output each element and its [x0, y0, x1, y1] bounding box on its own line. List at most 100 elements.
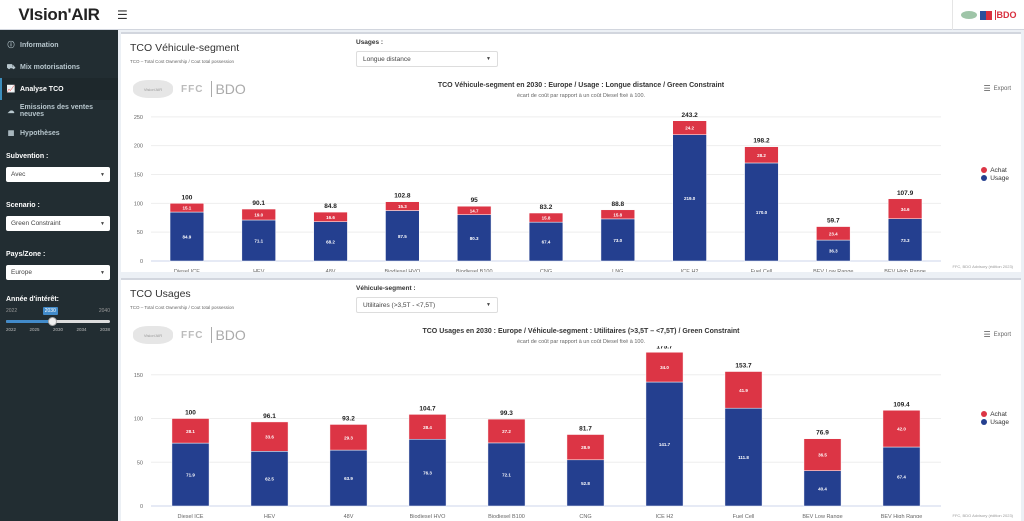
legend-item-usage[interactable]: Usage: [981, 174, 1009, 182]
bar-usage: [528, 221, 564, 262]
legend-item-usage[interactable]: Usage: [981, 418, 1009, 426]
data-label-total: 95: [471, 197, 479, 204]
sidebar-item-hypotheses[interactable]: ▦ Hypothèses: [0, 122, 118, 144]
data-label-achat: 34.0: [660, 365, 669, 370]
sidebar-item-emissions[interactable]: ☁ Emissions des ventes neuves: [0, 100, 118, 122]
sidebar-item-label: Mix motorisations: [20, 63, 80, 71]
bar-achat: [457, 205, 492, 215]
subvention-select[interactable]: Avec ▼: [6, 167, 110, 182]
bar-achat: [487, 418, 526, 444]
bar-achat: [169, 203, 205, 213]
top-navbar: VIsion'AIR ☰ BDO: [0, 0, 1024, 30]
x-tick-label: LNG: [612, 269, 623, 272]
data-label-total: 100: [181, 194, 192, 201]
data-label-total: 243.2: [681, 112, 698, 119]
data-label-usage: 71.9: [186, 473, 195, 478]
slider-tick: 2034: [76, 327, 87, 332]
panel-tco-vehicule-segment: TCO Véhicule-segment TCO – Total Cost Ow…: [121, 32, 1021, 272]
legend-item-achat[interactable]: Achat: [981, 410, 1009, 418]
data-label-usage: 73.3: [901, 238, 910, 243]
x-tick-label: Biodiesel B100: [456, 269, 493, 272]
y-tick-label: 200: [134, 144, 143, 150]
visionair-logo: Vision'AIR: [133, 80, 173, 98]
bdo-logo: BDO: [211, 327, 246, 343]
legend-dot: [981, 175, 988, 181]
panel-tco-usages: TCO Usages TCO – Total Cost Ownership / …: [121, 278, 1021, 521]
data-label-achat: 34.6: [901, 207, 910, 212]
chevron-down-icon: ▼: [100, 269, 105, 276]
chart-credit: FFC, BDO Advisory (édition 2023): [952, 264, 1013, 269]
chevron-down-icon: ▼: [100, 220, 105, 227]
x-tick-label: BEV High Range: [881, 514, 923, 518]
bar-achat: [724, 371, 763, 409]
bar-usage: [672, 134, 707, 262]
data-label-achat: 27.2: [502, 429, 511, 434]
zone-select[interactable]: Europe ▼: [6, 265, 110, 280]
data-label-achat: 42.0: [897, 427, 906, 432]
slider-handle[interactable]: [47, 317, 57, 326]
bar-usage: [250, 451, 289, 507]
x-tick-label: BEV Low Range: [813, 269, 853, 272]
sidebar-item-analyse-tco[interactable]: 📈 Analyse TCO: [0, 78, 118, 100]
chart-icon: 📈: [6, 86, 16, 93]
data-label-total: 84.8: [324, 203, 337, 210]
bar-achat: [385, 201, 420, 211]
bar-achat: [744, 146, 779, 164]
data-label-total: 107.9: [897, 190, 914, 197]
data-label-usage: 87.5: [398, 234, 407, 239]
bar-usage: [645, 381, 684, 507]
hamburger-icon[interactable]: ☰: [117, 8, 128, 22]
bar-achat: [566, 434, 605, 461]
bar-usage: [566, 459, 605, 507]
data-label-total: 83.2: [540, 204, 553, 211]
data-label-usage: 219.0: [684, 196, 696, 201]
data-label-usage: 36.3: [829, 249, 838, 254]
legend-label: Achat: [990, 410, 1007, 418]
year-slider[interactable]: 2022 2040 2030 2022 2025 2030 2034 2038: [6, 306, 110, 340]
scenario-select[interactable]: Green Constraint ▼: [6, 216, 110, 231]
data-label-usage: 80.3: [470, 236, 479, 241]
sidebar-item-mix-motorisations[interactable]: ⛟ Mix motorisations: [0, 56, 118, 78]
x-tick-label: Biodiesel HVO: [410, 514, 446, 518]
data-label-achat: 15.1: [183, 206, 192, 211]
x-tick-label: BEV High Range: [884, 269, 926, 272]
x-tick-label: 48V: [326, 269, 336, 272]
x-tick-label: HEV: [253, 269, 265, 272]
sidebar: ⓘ Information ⛟ Mix motorisations 📈 Anal…: [0, 30, 118, 521]
sidebar-item-information[interactable]: ⓘ Information: [0, 34, 118, 56]
data-label-achat: 28.4: [423, 425, 432, 430]
data-label-total: 88.8: [611, 201, 624, 208]
x-tick-label: ICE H2: [656, 514, 674, 518]
chart-subtitle: écart de coût par rapport à un coût Dies…: [516, 93, 646, 99]
slider-tick: 2030: [52, 327, 63, 332]
legend-item-achat[interactable]: Achat: [981, 166, 1009, 174]
data-label-usage: 67.4: [542, 240, 551, 245]
bar-usage: [600, 218, 635, 262]
data-label-total: 81.7: [579, 426, 592, 433]
usages-select[interactable]: Longue distance ▼: [356, 51, 498, 67]
chart-subtitle: écart de coût par rapport à un coût Dies…: [516, 339, 646, 345]
data-label-usage: 111.8: [738, 455, 749, 460]
chart-logos: Vision'AIR FFC BDO: [133, 326, 246, 344]
x-tick-label: Fuel Cell: [733, 514, 755, 518]
bar-achat: [645, 352, 684, 383]
data-label-usage: 170.0: [756, 210, 768, 215]
data-label-achat: 33.6: [265, 435, 274, 440]
chevron-down-icon: ▼: [100, 171, 105, 178]
chart-legend: Achat Usage: [981, 410, 1009, 426]
subvention-label: Subvention :: [6, 153, 49, 160]
legend-dot: [981, 167, 988, 173]
year-label: Année d'intérêt:: [6, 296, 60, 303]
slider-track[interactable]: [6, 320, 110, 323]
export-button[interactable]: ☰ Export: [983, 330, 1011, 339]
x-tick-label: 48V: [344, 514, 354, 518]
x-tick-label: Diesel ICE: [178, 514, 204, 518]
vehicule-segment-select[interactable]: Utilitaires (>3,5T - <7,5T) ▼: [356, 297, 498, 313]
usages-value: Longue distance: [363, 55, 411, 63]
bdo-logo: BDO: [994, 10, 1017, 20]
legend-dot: [981, 411, 988, 417]
bar-achat: [816, 226, 851, 241]
export-button[interactable]: ☰ Export: [983, 84, 1011, 93]
data-label-achat: 28.2: [757, 153, 766, 158]
